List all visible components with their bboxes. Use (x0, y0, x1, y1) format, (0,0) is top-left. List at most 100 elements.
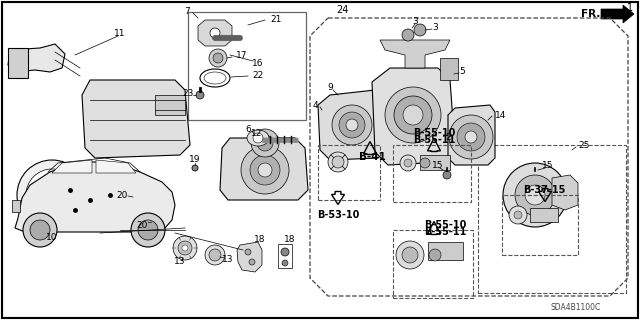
Text: 21: 21 (270, 15, 282, 25)
Text: 20: 20 (116, 191, 128, 201)
Text: 1: 1 (627, 3, 633, 13)
Text: 18: 18 (254, 236, 266, 244)
Circle shape (339, 112, 365, 138)
Circle shape (151, 218, 159, 226)
Text: B-55-10: B-55-10 (424, 220, 466, 230)
Text: 6: 6 (245, 125, 251, 134)
Circle shape (251, 129, 279, 157)
Circle shape (402, 29, 414, 41)
Bar (12, 200, 20, 212)
Circle shape (257, 135, 273, 151)
Circle shape (443, 171, 451, 179)
Text: 11: 11 (115, 29, 125, 38)
Circle shape (515, 175, 555, 215)
Polygon shape (237, 242, 262, 272)
Circle shape (192, 165, 198, 171)
Circle shape (250, 155, 280, 185)
Ellipse shape (247, 130, 269, 146)
Text: 23: 23 (182, 90, 194, 99)
Bar (393, 230, 473, 298)
Text: 16: 16 (252, 59, 264, 68)
Bar (8, 48, 28, 78)
Circle shape (178, 241, 192, 255)
Bar (428, 242, 463, 260)
Bar (278, 244, 292, 268)
Text: B-55-10: B-55-10 (413, 128, 455, 138)
Text: 22: 22 (252, 70, 264, 79)
Polygon shape (372, 68, 455, 165)
Text: 17: 17 (236, 52, 248, 60)
Bar (0, 318, 640, 320)
Circle shape (385, 87, 441, 143)
Circle shape (531, 171, 539, 179)
Circle shape (503, 163, 567, 227)
Bar (188, 12, 306, 120)
Polygon shape (552, 175, 578, 210)
Circle shape (138, 220, 158, 240)
Polygon shape (52, 160, 92, 173)
Text: B-55-11: B-55-11 (424, 227, 466, 237)
Text: 20: 20 (136, 220, 148, 229)
Bar (318, 145, 380, 200)
Polygon shape (8, 44, 65, 72)
Bar (478, 145, 626, 293)
Circle shape (525, 185, 545, 205)
Circle shape (509, 206, 527, 224)
Text: 15: 15 (542, 162, 554, 171)
Circle shape (182, 245, 188, 251)
Text: 13: 13 (174, 258, 186, 267)
Circle shape (465, 131, 477, 143)
Bar (502, 195, 578, 255)
Bar (440, 58, 458, 80)
Circle shape (449, 115, 493, 159)
Circle shape (396, 241, 424, 269)
Circle shape (328, 152, 348, 172)
Circle shape (346, 119, 358, 131)
Text: 3: 3 (432, 23, 438, 33)
Text: 2: 2 (445, 133, 451, 142)
Circle shape (420, 158, 430, 168)
Text: 25: 25 (578, 140, 589, 149)
Circle shape (403, 105, 423, 125)
Text: SDA4B1100C: SDA4B1100C (551, 303, 601, 312)
Circle shape (400, 155, 416, 171)
Bar (0, 0, 640, 2)
Circle shape (253, 133, 263, 143)
Text: 9: 9 (327, 84, 333, 92)
Text: 10: 10 (46, 233, 58, 242)
Text: 7: 7 (184, 7, 190, 17)
Circle shape (514, 211, 522, 219)
Circle shape (282, 260, 288, 266)
Text: B-55-11: B-55-11 (413, 135, 455, 145)
Polygon shape (448, 105, 495, 165)
Circle shape (173, 236, 197, 260)
Text: 18: 18 (284, 236, 296, 244)
Bar (530, 208, 558, 222)
Text: 12: 12 (252, 130, 262, 139)
Text: 13: 13 (222, 255, 234, 265)
Circle shape (245, 249, 251, 255)
Circle shape (258, 163, 272, 177)
Bar (0, 0, 2, 320)
Circle shape (429, 249, 441, 261)
Bar (638, 0, 640, 320)
Polygon shape (220, 138, 308, 200)
Bar (420, 155, 450, 170)
Circle shape (241, 146, 289, 194)
Text: 5: 5 (459, 68, 465, 76)
Bar (393, 145, 471, 202)
Circle shape (281, 248, 289, 256)
Circle shape (205, 245, 225, 265)
Circle shape (249, 259, 255, 265)
Circle shape (209, 49, 227, 67)
Circle shape (17, 160, 87, 230)
Text: 15: 15 (432, 162, 444, 171)
Circle shape (332, 105, 372, 145)
Circle shape (131, 213, 165, 247)
Polygon shape (15, 162, 175, 232)
Polygon shape (318, 90, 388, 160)
Circle shape (402, 247, 418, 263)
Text: 14: 14 (495, 110, 506, 119)
Circle shape (196, 91, 204, 99)
Circle shape (213, 53, 223, 63)
